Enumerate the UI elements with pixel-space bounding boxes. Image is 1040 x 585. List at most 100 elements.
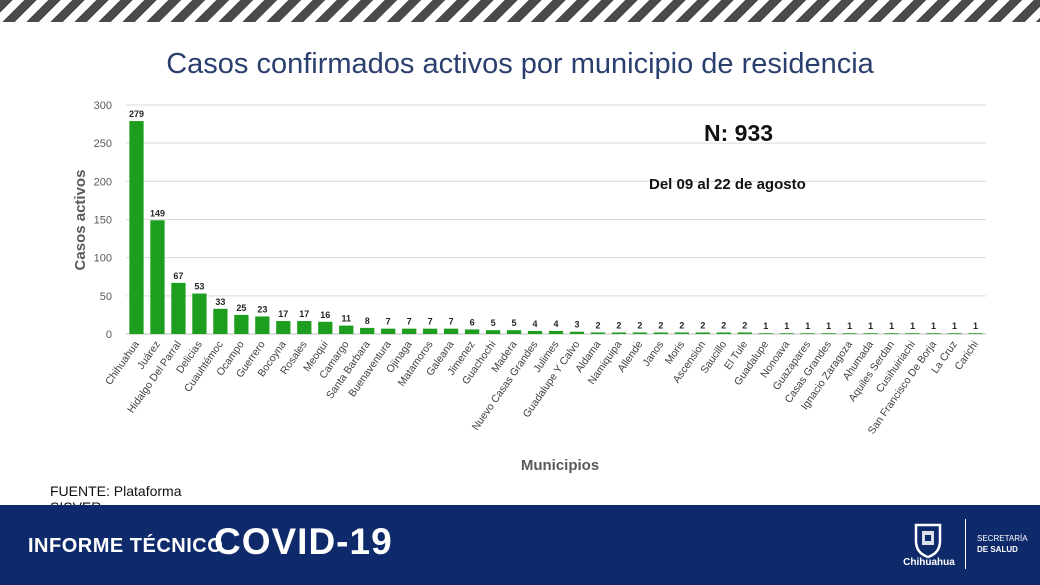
bar-value-label: 7 <box>428 317 433 327</box>
bar-value-label: 1 <box>889 321 894 331</box>
bar-value-label: 2 <box>616 320 621 330</box>
bar <box>569 331 585 334</box>
bar-value-label: 53 <box>194 282 204 292</box>
bar <box>905 333 920 334</box>
bar <box>276 321 291 334</box>
bar <box>213 308 228 334</box>
bar-chart: 050100150200250300279Chihuahua149Juárez6… <box>72 100 986 474</box>
bar-value-label: 8 <box>365 316 370 326</box>
bar-value-label: 2 <box>721 320 726 330</box>
bar <box>737 332 752 334</box>
bar <box>506 330 522 334</box>
bar-value-label: 5 <box>512 318 517 328</box>
category-label: Janos <box>640 339 666 369</box>
bar <box>381 328 396 334</box>
bar-value-label: 1 <box>931 321 936 331</box>
bar-value-label: 5 <box>491 318 496 328</box>
bar-value-label: 4 <box>553 319 558 329</box>
bar <box>402 328 417 334</box>
bar-value-label: 3 <box>574 320 579 330</box>
y-tick-label: 0 <box>106 329 112 341</box>
bar <box>863 333 878 334</box>
bar-value-label: 1 <box>868 321 873 331</box>
bar <box>360 327 375 334</box>
footer-divider <box>965 519 966 569</box>
y-tick-label: 150 <box>94 215 112 227</box>
bar <box>926 333 941 334</box>
total-count-label: N: 933 <box>704 120 774 146</box>
bar-value-label: 1 <box>952 321 957 331</box>
bar-value-label: 16 <box>320 310 330 320</box>
bar <box>192 293 207 334</box>
bar-value-label: 17 <box>299 309 309 319</box>
x-axis-title: Municipios <box>521 457 599 474</box>
top-stripe-decoration <box>0 0 1040 22</box>
y-axis-title: Casos activos <box>72 170 89 271</box>
bar-value-label: 2 <box>595 320 600 330</box>
bar <box>171 282 186 334</box>
bar-value-label: 1 <box>763 321 768 331</box>
bar <box>443 328 459 334</box>
bar <box>884 333 899 334</box>
bar-value-label: 7 <box>449 317 454 327</box>
bar <box>129 121 144 334</box>
y-tick-label: 100 <box>94 253 112 265</box>
bar-value-label: 2 <box>679 320 684 330</box>
bar-value-label: 17 <box>278 309 288 319</box>
bar-value-label: 1 <box>910 321 915 331</box>
bar-value-label: 33 <box>215 297 225 307</box>
bar <box>318 321 333 334</box>
y-tick-label: 300 <box>94 100 112 112</box>
date-range-label: Del 09 al 22 de agosto <box>649 176 806 193</box>
bar <box>150 220 165 334</box>
secretaria-line1: SECRETARÍA <box>977 534 1028 543</box>
bar <box>548 330 564 334</box>
bar <box>674 332 689 334</box>
bar-value-label: 1 <box>847 321 852 331</box>
y-tick-label: 50 <box>100 291 112 303</box>
bar <box>423 328 438 334</box>
bar <box>695 332 710 334</box>
bar <box>779 333 794 334</box>
bar <box>234 314 249 334</box>
chihuahua-seal-logo <box>914 523 942 559</box>
footer-covid-label: COVID-19 <box>214 521 393 562</box>
bar <box>821 333 836 334</box>
chart-title: Casos confirmados activos por municipio … <box>166 48 874 80</box>
secretaria-line2: DE SALUD <box>977 545 1018 554</box>
bar-value-label: 25 <box>236 303 246 313</box>
bar-value-label: 7 <box>407 317 412 327</box>
bar-value-label: 67 <box>173 271 183 281</box>
secretaria-salud-label: SECRETARÍA DE SALUD <box>977 533 1028 555</box>
bar-value-label: 2 <box>700 320 705 330</box>
footer-informe-label: INFORME TÉCNICO <box>28 535 224 557</box>
bar <box>968 333 983 334</box>
bar <box>255 316 270 334</box>
bar <box>339 325 354 334</box>
bar <box>464 329 480 334</box>
bar-value-label: 1 <box>805 321 810 331</box>
bar <box>297 321 312 334</box>
y-tick-label: 200 <box>94 176 112 188</box>
bar <box>947 333 962 334</box>
bar-value-label: 2 <box>637 320 642 330</box>
footer-banner: INFORME TÉCNICO COVID-19 Chihuahua SECRE… <box>0 505 1040 585</box>
bar <box>485 330 501 334</box>
bar <box>590 332 606 334</box>
bar <box>611 332 627 334</box>
bar <box>758 333 773 334</box>
bar-value-label: 6 <box>470 317 475 327</box>
bar <box>527 330 543 334</box>
bar <box>653 332 669 334</box>
y-tick-label: 250 <box>94 138 112 150</box>
bar-value-label: 279 <box>129 109 144 119</box>
bar-value-label: 1 <box>826 321 831 331</box>
chihuahua-logo-text: Chihuahua <box>903 557 955 568</box>
bar-value-label: 1 <box>973 321 978 331</box>
bar <box>632 332 648 334</box>
bar-value-label: 2 <box>658 320 663 330</box>
bar <box>800 333 815 334</box>
bar-value-label: 23 <box>257 304 267 314</box>
bar <box>842 333 857 334</box>
bar-value-label: 7 <box>386 317 391 327</box>
